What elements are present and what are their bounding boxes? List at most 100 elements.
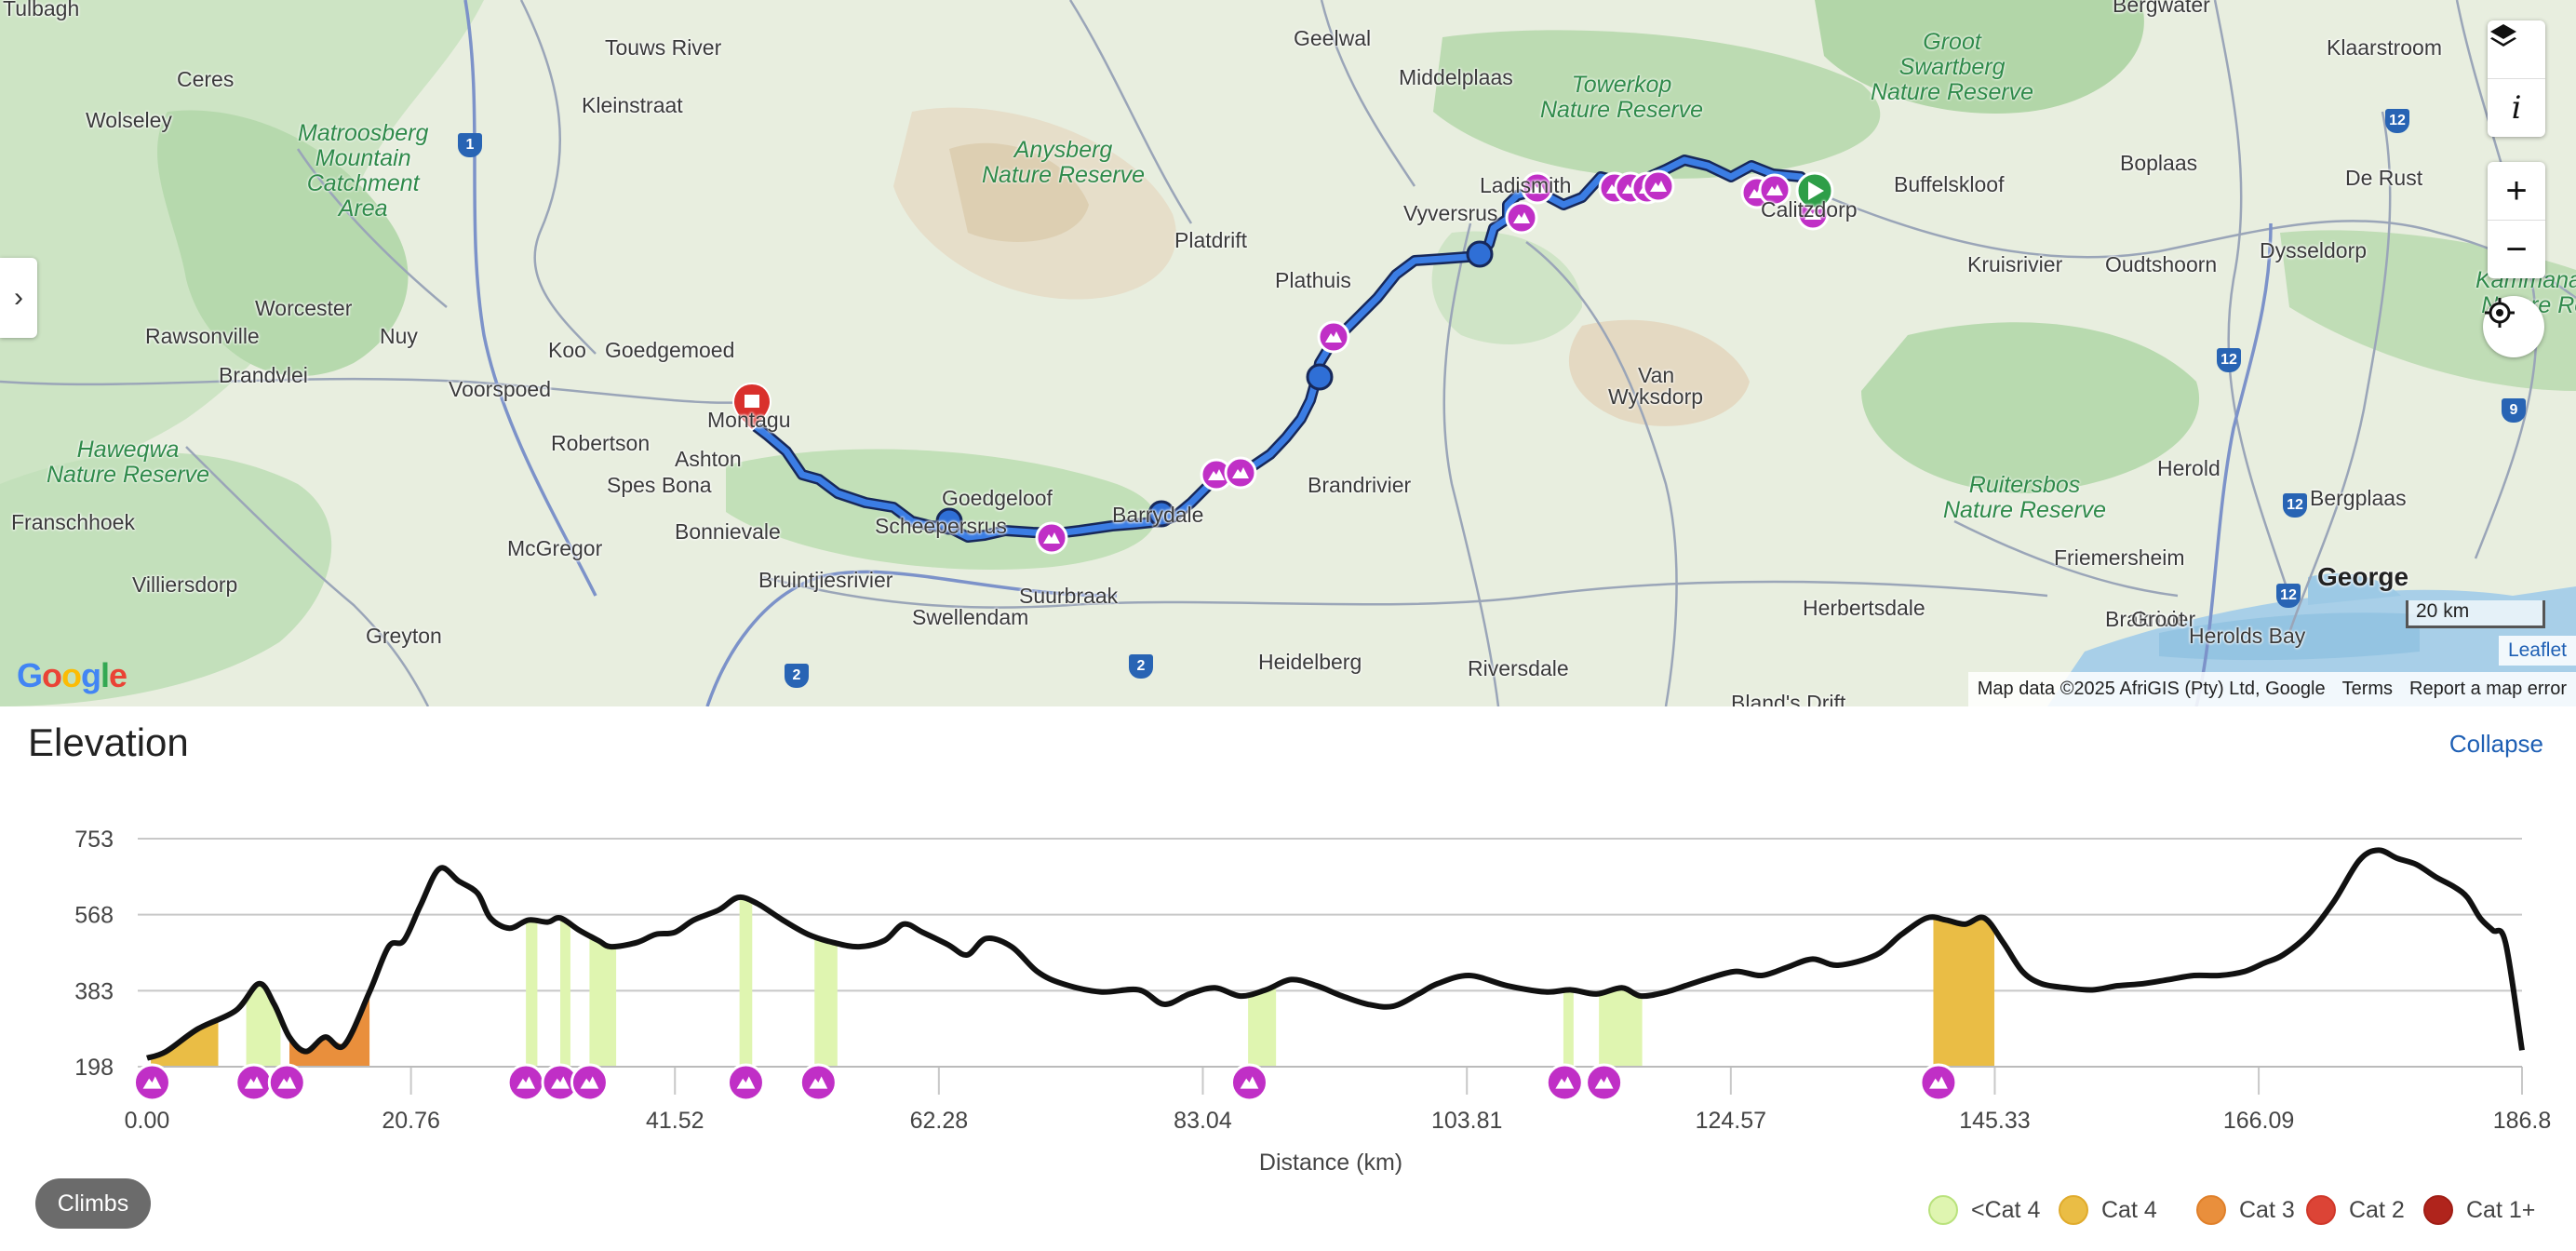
highway-shield: 12 bbox=[2217, 348, 2241, 372]
map-canvas[interactable] bbox=[0, 0, 2576, 706]
info-button[interactable]: i bbox=[2488, 79, 2545, 137]
climb-segment[interactable] bbox=[560, 918, 570, 1067]
climb-segment[interactable] bbox=[526, 920, 538, 1067]
place-label: Groot bbox=[2131, 607, 2185, 631]
report-error-link[interactable]: Report a map error bbox=[2409, 679, 2567, 699]
climb-pin[interactable] bbox=[1642, 169, 1675, 203]
place-label: Scheepersrus bbox=[875, 514, 1007, 538]
place-label: Suurbraak bbox=[1019, 584, 1119, 608]
chevron-right-icon: › bbox=[14, 282, 23, 313]
climb-pin[interactable] bbox=[1758, 173, 1791, 207]
climb-marker-row bbox=[132, 1063, 1958, 1102]
climb-pin[interactable] bbox=[1505, 201, 1538, 235]
waypoint-dot[interactable] bbox=[1147, 500, 1175, 528]
sidebar-toggle-button[interactable]: › bbox=[0, 258, 37, 338]
climb-markers-layer bbox=[1035, 169, 1830, 555]
map-attribution: Map data ©2025 AfriGIS (Pty) Ltd, Google… bbox=[1967, 672, 2576, 706]
roads-layer bbox=[0, 0, 2576, 706]
start-marker[interactable] bbox=[1795, 171, 1834, 210]
place-label: Greyton bbox=[366, 624, 442, 648]
place-label: Brakrivier bbox=[2105, 607, 2196, 631]
place-label: Van bbox=[1638, 363, 1675, 387]
climb-marker[interactable] bbox=[570, 1063, 609, 1102]
place-label: Koo bbox=[548, 338, 586, 362]
map-view[interactable]: Tulbagh Touws River Geelwal Bergwater Ceres W… bbox=[0, 0, 2576, 706]
climb-marker[interactable] bbox=[798, 1063, 838, 1102]
place-label: Kruisrivier bbox=[1967, 252, 2063, 276]
climb-marker[interactable] bbox=[132, 1063, 171, 1102]
place-label: Oudtshoorn bbox=[2105, 252, 2218, 276]
climb-pin[interactable] bbox=[1035, 521, 1068, 555]
climb-marker[interactable] bbox=[267, 1063, 306, 1102]
place-label: Plathuis bbox=[1275, 268, 1351, 292]
waypoint-dot[interactable] bbox=[1466, 240, 1494, 268]
legend-item[interactable]: Cat 2 bbox=[2306, 1195, 2405, 1225]
climb-marker[interactable] bbox=[1545, 1063, 1584, 1102]
y-tick-label: 568 bbox=[74, 903, 114, 929]
climb-segment[interactable] bbox=[1599, 988, 1643, 1067]
x-tick-label: 124.57 bbox=[1696, 1108, 1766, 1134]
highway-shield: 2 bbox=[785, 664, 809, 688]
x-tick-label: 145.33 bbox=[1959, 1108, 2030, 1134]
climb-pin[interactable] bbox=[1200, 458, 1233, 491]
climb-pin[interactable] bbox=[1521, 171, 1554, 205]
place-label: Robertson bbox=[551, 431, 651, 455]
place-label: Touws River bbox=[605, 35, 722, 60]
place-label: McGregor bbox=[507, 536, 603, 560]
place-label: Boplaas bbox=[2120, 151, 2198, 175]
leaflet-link[interactable]: Leaflet bbox=[2498, 636, 2576, 666]
legend-item[interactable]: <Cat 4 bbox=[1928, 1195, 2040, 1225]
chart-grid bbox=[138, 838, 2522, 1068]
place-label: Ceres bbox=[177, 67, 235, 91]
climb-segment[interactable] bbox=[151, 1018, 219, 1067]
waypoint-dot[interactable] bbox=[935, 507, 963, 535]
zoom-in-button[interactable]: + bbox=[2488, 162, 2545, 221]
highway-shield: 2 bbox=[1129, 654, 1153, 679]
climb-marker[interactable] bbox=[726, 1063, 765, 1102]
climb-segment[interactable] bbox=[589, 935, 617, 1067]
layers-icon bbox=[2490, 24, 2516, 47]
x-tick-label: 103.81 bbox=[1431, 1108, 1502, 1134]
climb-marker[interactable] bbox=[1919, 1063, 1958, 1102]
legend-item[interactable]: Cat 4 bbox=[2059, 1195, 2157, 1225]
plus-icon: + bbox=[2505, 169, 2528, 211]
layers-button[interactable] bbox=[2488, 20, 2545, 79]
place-label: Friemersheim bbox=[2054, 545, 2185, 570]
collapse-link[interactable]: Collapse bbox=[2449, 730, 2543, 758]
climb-marker[interactable] bbox=[1229, 1063, 1268, 1102]
climb-segment[interactable] bbox=[1563, 989, 1574, 1067]
waypoint-dot[interactable] bbox=[1306, 363, 1334, 391]
climb-marker[interactable] bbox=[1585, 1063, 1624, 1102]
place-label: Riversdale bbox=[1468, 656, 1569, 680]
climb-pin[interactable] bbox=[1317, 320, 1350, 354]
elevation-chart[interactable]: 753 568 383 198 0.00 20.76 41.52 62.28 83.04 103… bbox=[0, 800, 2576, 1191]
climb-segment[interactable] bbox=[246, 983, 281, 1067]
zoom-out-button[interactable]: − bbox=[2488, 221, 2545, 278]
place-label: Klaarstroom bbox=[2327, 35, 2442, 60]
place-label: Franschhoek bbox=[11, 510, 135, 534]
climb-marker[interactable] bbox=[506, 1063, 545, 1102]
end-marker[interactable] bbox=[731, 382, 772, 432]
climb-marker[interactable] bbox=[235, 1063, 274, 1102]
place-label: Wyksdorp bbox=[1608, 384, 1704, 409]
place-label: Goedgeloof bbox=[942, 486, 1053, 510]
legend-item[interactable]: Cat 3 bbox=[2196, 1195, 2295, 1225]
climb-segment[interactable] bbox=[289, 991, 370, 1067]
climb-segment[interactable] bbox=[739, 897, 753, 1067]
climb-pin[interactable] bbox=[1224, 456, 1257, 490]
y-tick-label: 383 bbox=[74, 978, 114, 1004]
scale-bar: 20 km bbox=[2406, 600, 2545, 628]
legend-label: <Cat 4 bbox=[1971, 1196, 2041, 1223]
locate-button[interactable] bbox=[2483, 296, 2544, 357]
terms-link[interactable]: Terms bbox=[2341, 679, 2394, 699]
climb-marker[interactable] bbox=[541, 1063, 580, 1102]
climb-segment[interactable] bbox=[1248, 986, 1277, 1067]
place-label: Spes Bona bbox=[607, 473, 712, 497]
climbs-button[interactable]: Climbs bbox=[35, 1178, 151, 1229]
place-label: Heidelberg bbox=[1258, 650, 1362, 674]
climb-segment[interactable] bbox=[814, 936, 838, 1067]
legend-item[interactable]: Cat 1+ bbox=[2423, 1195, 2535, 1225]
climb-segment[interactable] bbox=[1933, 918, 1995, 1067]
place-label: Geelwal bbox=[1294, 26, 1372, 50]
legend-label: Cat 1+ bbox=[2466, 1196, 2536, 1223]
